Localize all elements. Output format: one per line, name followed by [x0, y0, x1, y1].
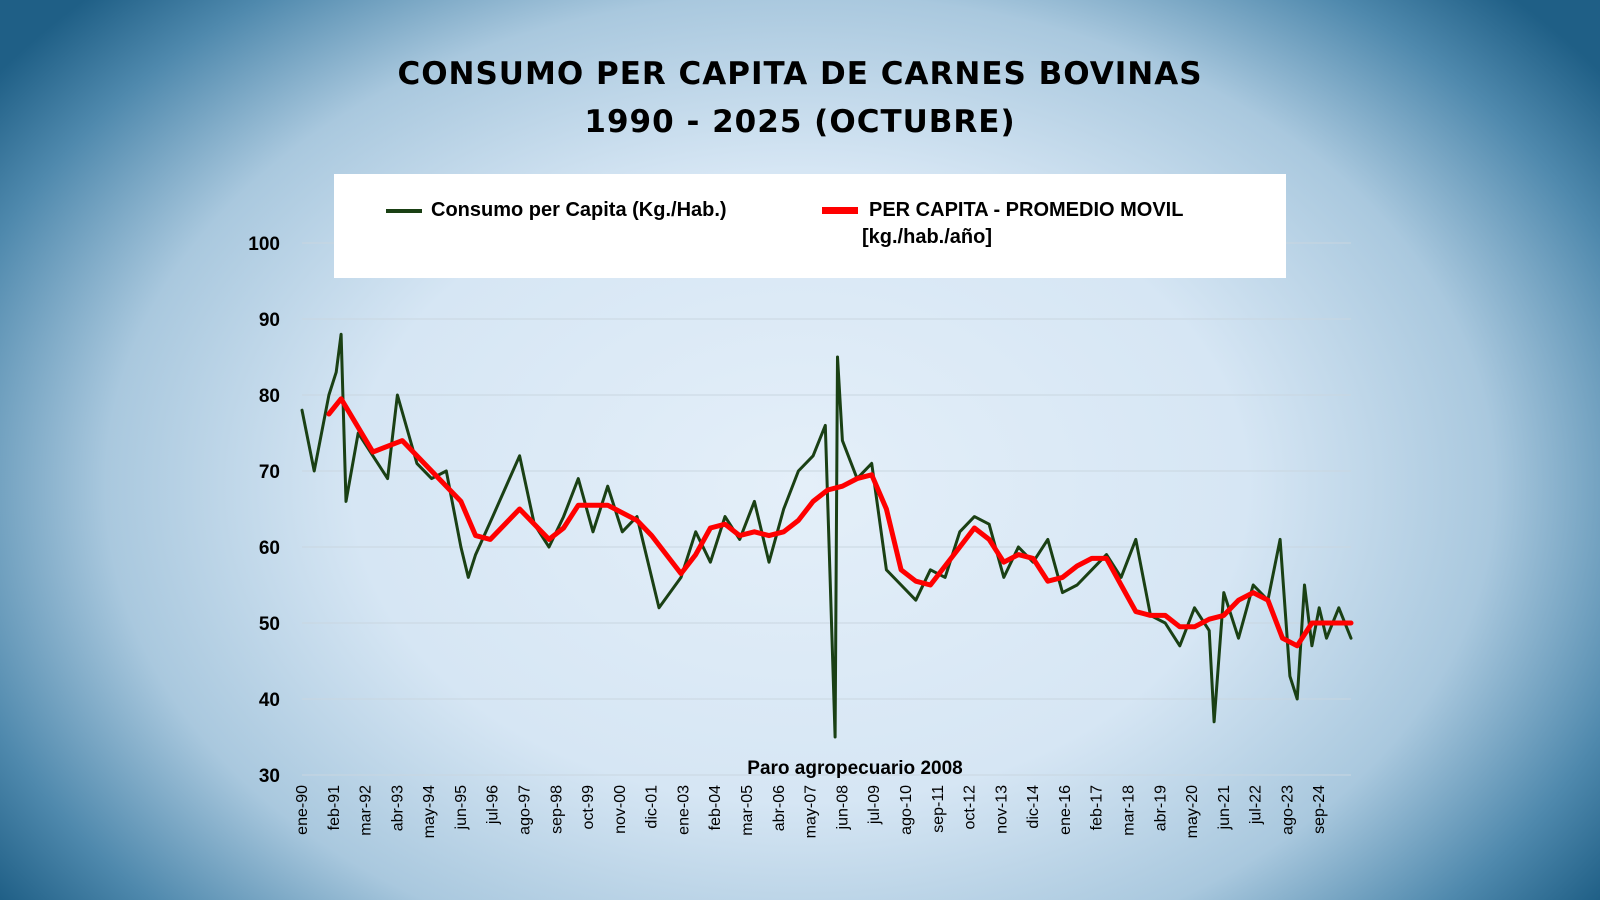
- x-tick-label: ago-97: [517, 785, 534, 835]
- x-tick-label: ene-03: [675, 785, 692, 835]
- x-tick-label: mar-18: [1120, 785, 1137, 836]
- x-tick-label: jul-09: [866, 785, 883, 825]
- y-tick-label: 30: [259, 766, 280, 787]
- x-tick-label: may-94: [421, 785, 438, 838]
- x-tick-label: oct-12: [962, 785, 979, 830]
- x-tick-label: mar-92: [358, 785, 375, 836]
- x-tick-label: dic-14: [1025, 785, 1042, 829]
- y-tick-label: 50: [259, 614, 280, 635]
- x-tick-label: ago-23: [1279, 785, 1296, 835]
- y-tick-label: 70: [259, 462, 280, 483]
- legend-label-consumo: Consumo per Capita (Kg./Hab.): [431, 199, 727, 221]
- x-tick-label: ene-90: [294, 785, 311, 835]
- legend-label-promedio: PER CAPITA - PROMEDIO MOVIL: [869, 199, 1184, 221]
- chart-subtitle: 1990 - 2025 (OCTUBRE): [584, 104, 1016, 140]
- legend-swatch-promedio: [822, 207, 858, 214]
- annotation-paro-agropecuario: Paro agropecuario 2008: [747, 758, 962, 779]
- x-tick-label: feb-04: [707, 785, 724, 830]
- x-tick-label: jul-96: [485, 785, 502, 825]
- x-tick-label: abr-19: [1152, 785, 1169, 831]
- y-tick-label: 80: [259, 386, 280, 407]
- x-tick-label: sep-98: [548, 785, 565, 834]
- x-tick-label: sep-11: [930, 785, 947, 833]
- x-tick-label: nov-13: [993, 785, 1010, 834]
- x-tick-label: may-07: [803, 785, 820, 838]
- x-axis-ticks: ene-90 feb-91 mar-92 abr-93 may-94 jun-95 jul-…: [294, 785, 1328, 838]
- x-tick-label: ago-10: [898, 785, 915, 835]
- x-tick-label: feb-17: [1089, 785, 1106, 830]
- x-tick-label: abr-93: [389, 785, 406, 831]
- y-tick-label: 40: [259, 690, 280, 711]
- x-tick-label: jun-08: [834, 785, 851, 831]
- legend: Consumo per Capita (Kg./Hab.) PER CAPITA…: [334, 174, 1286, 278]
- chart-title: CONSUMO PER CAPITA DE CARNES BOVINAS: [397, 56, 1203, 92]
- x-tick-label: jun-21: [1216, 785, 1233, 831]
- y-axis-ticks: 30 40 50 60 70 80 90 100: [248, 234, 280, 787]
- x-tick-label: dic-01: [644, 785, 661, 829]
- x-tick-label: sep-24: [1311, 785, 1328, 834]
- y-tick-label: 90: [259, 310, 280, 331]
- x-tick-label: mar-05: [739, 785, 756, 836]
- x-tick-label: ene-16: [1057, 785, 1074, 835]
- x-tick-label: jun-95: [453, 785, 470, 831]
- x-tick-label: oct-99: [580, 785, 597, 830]
- series-line-promedio-movil: [326, 396, 1354, 649]
- x-tick-label: may-20: [1184, 785, 1201, 838]
- legend-swatch-consumo: [386, 209, 422, 213]
- chart-title-block: CONSUMO PER CAPITA DE CARNES BOVINAS 199…: [0, 50, 1600, 146]
- y-tick-label: 60: [259, 538, 280, 559]
- x-tick-label: jul-22: [1248, 785, 1265, 825]
- legend-label-promedio-units: [kg./hab./año]: [862, 226, 992, 248]
- series-line-consumo: [300, 332, 1353, 739]
- y-tick-label: 100: [248, 234, 280, 255]
- x-tick-label: abr-06: [771, 785, 788, 831]
- x-tick-label: nov-00: [612, 785, 629, 834]
- x-tick-label: feb-91: [326, 785, 343, 830]
- series-layer: [300, 332, 1354, 739]
